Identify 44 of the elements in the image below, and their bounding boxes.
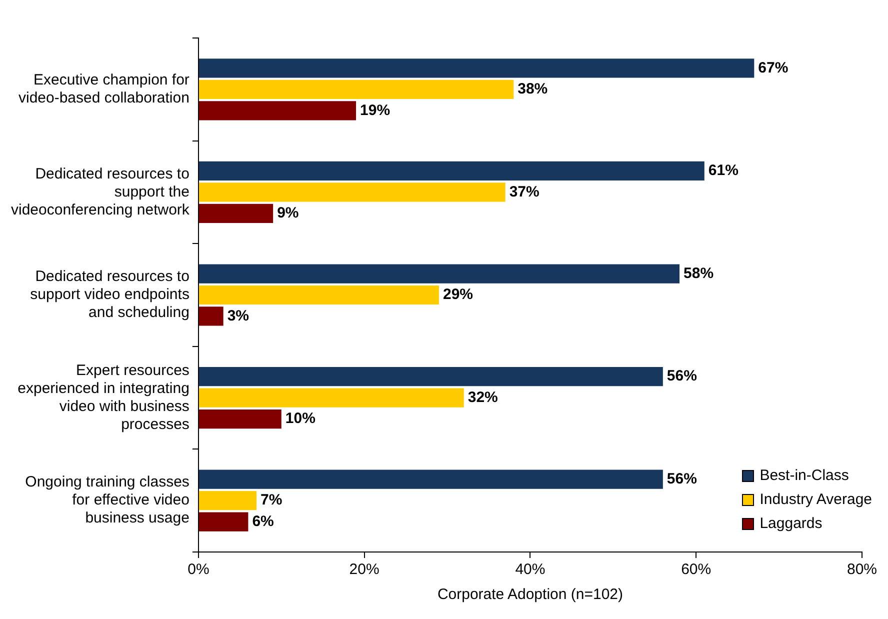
- data-label: 3%: [227, 307, 250, 324]
- legend-label: Best-in-Class: [760, 466, 849, 486]
- legend-label: Laggards: [760, 514, 822, 534]
- bar: [198, 264, 680, 284]
- bar: [198, 388, 464, 408]
- data-label: 58%: [684, 264, 714, 282]
- x-tick-label: 0%: [188, 561, 210, 578]
- y-tick-label: Dedicated resources to support video endpoints and scheduling: [30, 268, 190, 322]
- bar: [198, 306, 224, 326]
- data-label: 29%: [442, 286, 474, 304]
- x-tick-label: 20%: [349, 561, 380, 578]
- bar: [198, 285, 439, 305]
- bar: [198, 512, 248, 532]
- bar: [198, 204, 274, 224]
- y-tick-label: Executive champion for video-based collaboration: [18, 72, 190, 107]
- y-tick-label: Ongoing training classes for effective video business usage: [25, 474, 190, 527]
- bar: [198, 101, 356, 120]
- x-tick-label: 80%: [846, 561, 878, 578]
- data-label: 56%: [666, 470, 697, 488]
- bar: [198, 470, 663, 489]
- data-label: 6%: [252, 512, 274, 530]
- data-label: 10%: [285, 410, 316, 428]
- data-label: 56%: [666, 368, 697, 385]
- bar: [198, 366, 663, 386]
- x-axis-title: Corporate Adoption (n=102): [437, 586, 623, 604]
- y-tick-label: Dedicated resources to support the videoconferencing network: [10, 165, 190, 218]
- x-tick-label: 60%: [681, 561, 712, 578]
- legend-label: Industry Average: [760, 490, 872, 510]
- data-label: 38%: [518, 80, 548, 98]
- x-tick-label: 40%: [515, 561, 546, 578]
- data-label: 7%: [260, 492, 282, 509]
- data-label: 67%: [758, 59, 788, 76]
- data-label: 32%: [468, 388, 498, 406]
- bar: [198, 409, 282, 429]
- bar: [198, 80, 514, 99]
- bar: [198, 161, 704, 181]
- data-label: 61%: [708, 162, 738, 180]
- bar: [198, 491, 256, 510]
- bar: [198, 182, 506, 202]
- y-tick-label: Expert resources experienced in integrating video with business processes: [18, 362, 190, 433]
- data-label: 19%: [360, 102, 390, 119]
- data-label: 9%: [277, 204, 299, 222]
- bar: [198, 58, 754, 78]
- data-label: 37%: [509, 183, 540, 200]
